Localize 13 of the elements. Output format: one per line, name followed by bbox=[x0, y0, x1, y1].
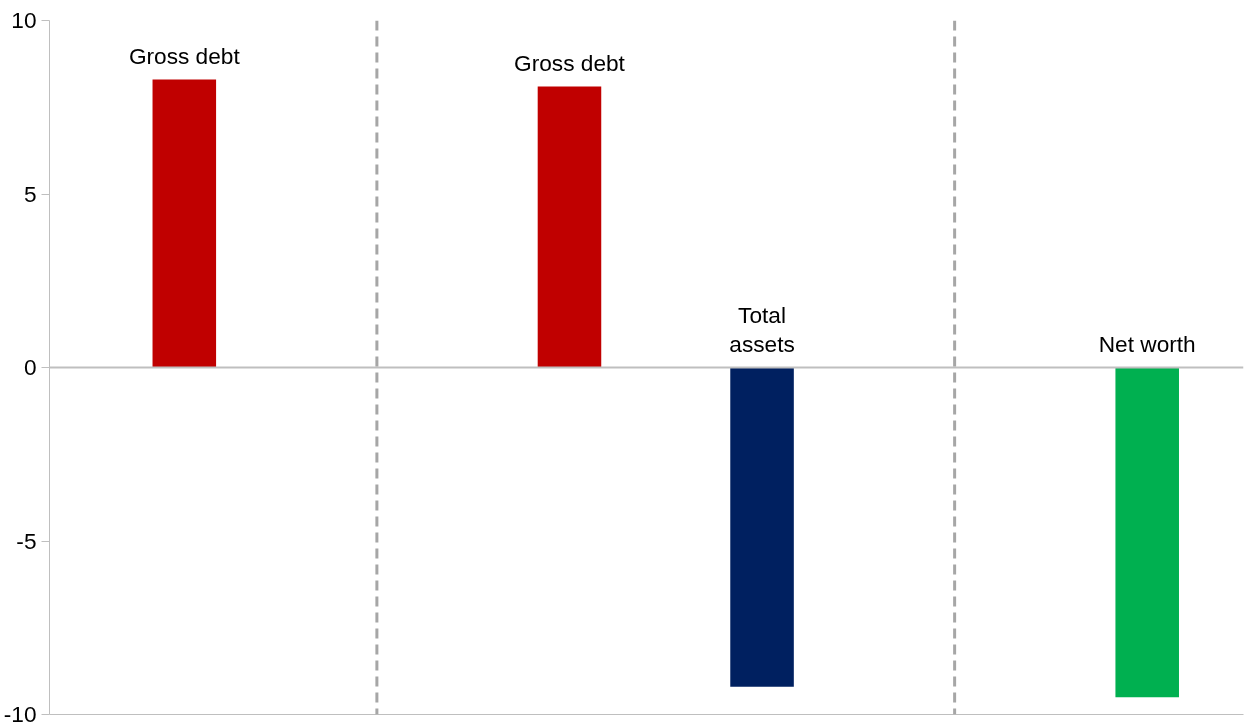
y-tick-label: 0 bbox=[23, 354, 37, 380]
y-tick-label: 10 bbox=[11, 7, 37, 33]
data-label: Net worth bbox=[1098, 331, 1196, 358]
y-tick-label: 5 bbox=[23, 180, 37, 207]
bar bbox=[730, 367, 794, 687]
data-label: Total assets bbox=[729, 302, 795, 358]
y-tick-label: -10 bbox=[3, 701, 37, 726]
bar bbox=[152, 79, 217, 368]
bar bbox=[1115, 367, 1179, 698]
bar bbox=[537, 86, 602, 368]
y-tick-label: -5 bbox=[16, 527, 37, 554]
data-label: Gross debt bbox=[128, 43, 241, 70]
data-label: Gross debt bbox=[514, 50, 626, 77]
